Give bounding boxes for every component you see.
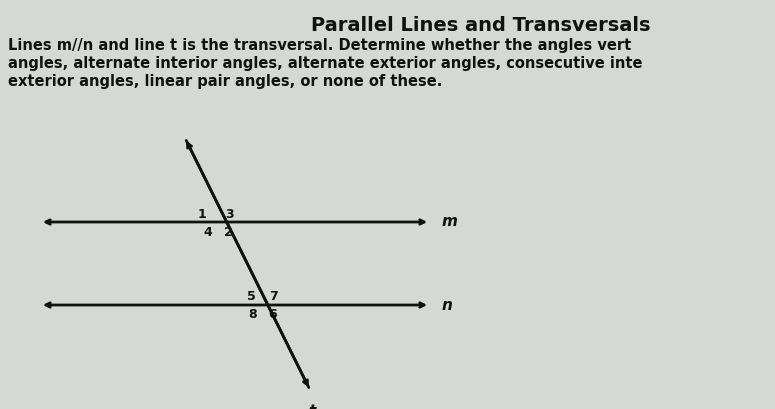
Text: exterior angles, linear pair angles, or none of these.: exterior angles, linear pair angles, or …	[8, 74, 443, 89]
Text: t: t	[308, 404, 315, 409]
Text: 7: 7	[269, 290, 277, 303]
Text: Parallel Lines and Transversals: Parallel Lines and Transversals	[311, 16, 650, 35]
Text: 2: 2	[224, 225, 232, 238]
Text: m: m	[442, 214, 458, 229]
Text: 3: 3	[226, 207, 234, 220]
Text: angles, alternate interior angles, alternate exterior angles, consecutive inte: angles, alternate interior angles, alter…	[8, 56, 642, 71]
Text: 8: 8	[249, 308, 257, 321]
Text: n: n	[442, 297, 453, 312]
Text: 1: 1	[198, 207, 206, 220]
Text: 4: 4	[204, 225, 212, 238]
Text: 6: 6	[269, 308, 277, 321]
Text: 5: 5	[246, 290, 256, 303]
Text: Lines m//n and line t is the transversal. Determine whether the angles vert: Lines m//n and line t is the transversal…	[8, 38, 632, 53]
